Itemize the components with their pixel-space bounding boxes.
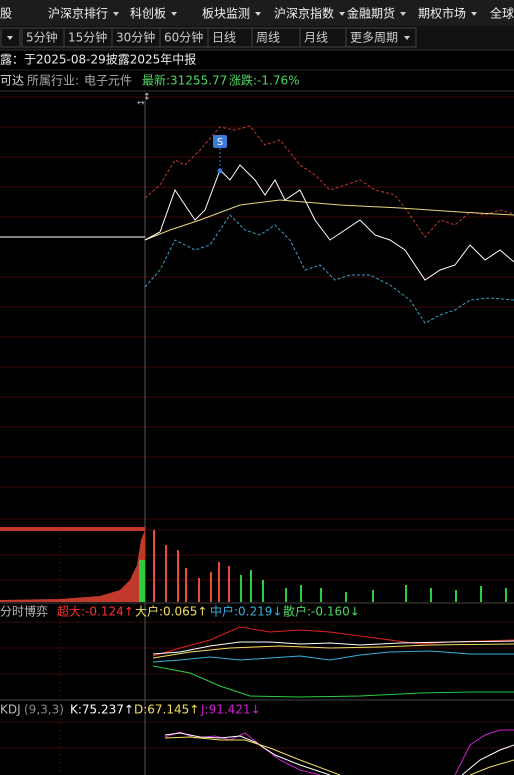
notice: 露：于2025-08-29披露2025年中报 — [0, 52, 196, 67]
industry: 电子元件 — [84, 74, 132, 88]
volume-bars — [0, 527, 507, 602]
menu-item[interactable]: 全球 — [490, 6, 514, 21]
game-item: 大户:0.065↑ — [135, 604, 207, 619]
kdj-item: J:91.421↓ — [200, 703, 261, 717]
menu-item[interactable]: 股 — [0, 7, 12, 21]
kdj-item: D:67.145↑ — [134, 703, 199, 717]
period-tab[interactable]: 月线 — [304, 31, 328, 45]
period-tab[interactable]: 周线 — [256, 31, 280, 45]
dropdown-arrow — [404, 36, 410, 40]
period-tab[interactable]: 15分钟 — [68, 30, 107, 45]
period-tab[interactable]: 30分钟 — [116, 30, 155, 45]
game-item: 散户:-0.160↓ — [283, 604, 360, 619]
menu-item[interactable]: 金融期货 — [347, 6, 395, 21]
period-tab[interactable]: 60分钟 — [164, 30, 203, 45]
resize-icon: ↕ — [143, 93, 151, 103]
period-bar — [0, 26, 514, 50]
tab-box[interactable] — [345, 27, 417, 48]
average-line — [144, 199, 514, 241]
kdj-item: K:75.237↑ — [70, 703, 134, 717]
price-line — [144, 164, 514, 281]
dropdown-arrow — [471, 12, 478, 16]
kdj-j-right — [454, 729, 514, 775]
grid — [0, 96, 514, 775]
lower-band — [144, 214, 514, 324]
dropdown-arrow — [339, 12, 346, 16]
game-item: 中户:0.219↓ — [210, 604, 282, 619]
kdj-d — [164, 736, 341, 775]
dropdown-arrow — [400, 12, 407, 16]
marker-box[interactable] — [213, 135, 227, 148]
game-title: 分时博弈 — [0, 604, 48, 619]
period-tabs: 5分钟 15分钟 30分钟 60分钟 日线 周线 月线 更多周期 — [0, 27, 417, 48]
game-line-4 — [152, 650, 514, 663]
game-line-3 — [152, 643, 514, 659]
stock-name: 可达 — [0, 74, 24, 88]
dropdown-arrow — [255, 12, 262, 16]
game-line-5 — [152, 665, 514, 698]
kdj-d-right — [469, 759, 514, 775]
change: 涨跌:-1.76% — [229, 73, 300, 88]
upper-band — [144, 125, 514, 238]
kdj-k — [164, 732, 331, 775]
kdj-params: (9,3,3) — [24, 703, 64, 717]
game-item: 超大:-0.124↑ — [57, 604, 134, 619]
period-tab[interactable]: 日线 — [212, 31, 236, 45]
menu-item[interactable]: 板块监测 — [202, 7, 250, 21]
dropdown-arrow — [7, 36, 13, 40]
dropdown-arrow — [171, 12, 178, 16]
tab-box[interactable] — [0, 27, 21, 48]
kdj-title: KDJ — [0, 703, 21, 717]
range-icon: ↔ — [137, 99, 145, 109]
menu: 股 沪深京排行 科创板 板块监测 沪深京指数 金融期货 期权市场 全球 — [0, 6, 514, 21]
industry-label: 所属行业: — [27, 74, 79, 88]
menu-item[interactable]: 科创板 — [130, 7, 166, 21]
marker-dot — [217, 168, 223, 174]
latest-price: 最新:31255.77 — [142, 73, 227, 88]
menu-item[interactable]: 期权市场 — [418, 6, 466, 21]
menu-item[interactable]: 沪深京排行 — [48, 7, 108, 21]
dropdown-arrow — [113, 12, 120, 16]
marker-label[interactable]: S — [217, 137, 223, 148]
game-line-2 — [152, 640, 514, 655]
period-tab[interactable]: 更多周期 — [350, 31, 398, 45]
kdj-k-right — [461, 744, 514, 775]
menu-item[interactable]: 沪深京指数 — [274, 6, 334, 21]
period-tab[interactable]: 5分钟 — [26, 30, 58, 45]
